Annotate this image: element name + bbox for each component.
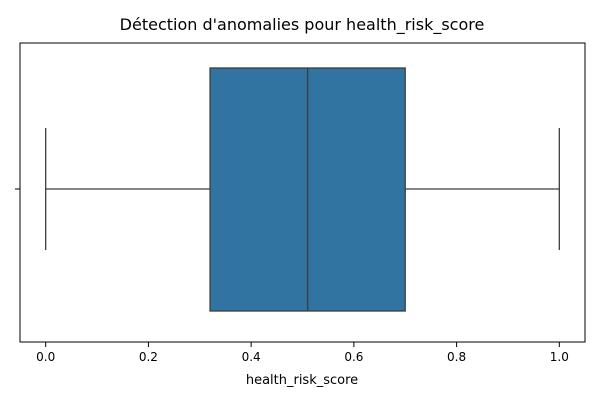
x-tick-label: 0.0: [36, 350, 55, 364]
chart-title: Détection d'anomalies pour health_risk_s…: [120, 15, 485, 35]
x-tick-label: 0.4: [242, 350, 261, 364]
x-tick-label: 0.6: [344, 350, 363, 364]
x-tick-label: 1.0: [550, 350, 569, 364]
x-axis-ticks: 0.0 0.2 0.4 0.6 0.8 1.0: [36, 342, 569, 364]
x-tick-label: 0.8: [447, 350, 466, 364]
x-axis-label: health_risk_score: [246, 373, 358, 388]
box-plot: [45, 67, 560, 312]
plot-area: [19, 42, 586, 343]
x-tick-label: 0.2: [139, 350, 158, 364]
